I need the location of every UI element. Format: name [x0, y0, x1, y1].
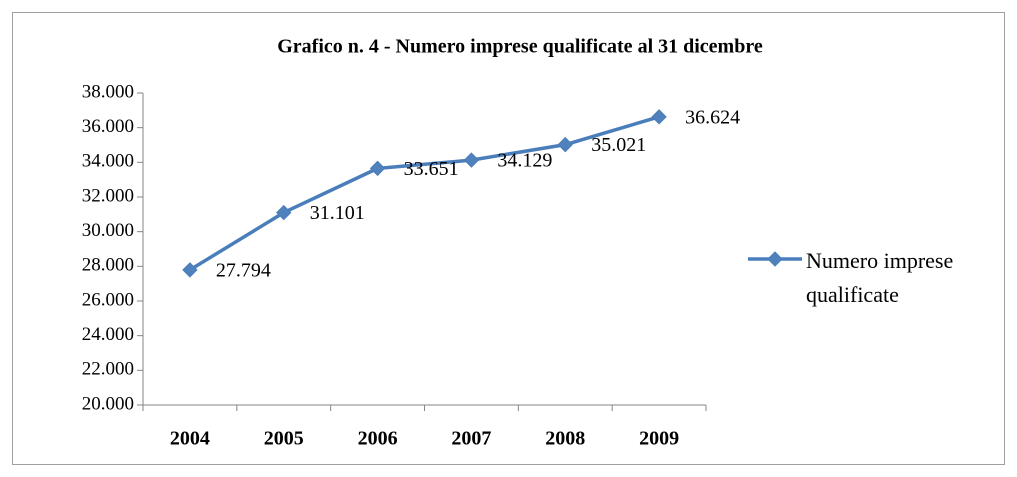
- y-tick-label: 20.000: [82, 393, 134, 414]
- data-label: 34.129: [497, 150, 552, 172]
- x-tick-label: 2008: [545, 428, 585, 450]
- y-tick-label: 24.000: [82, 324, 134, 345]
- y-tick-label: 22.000: [82, 359, 134, 380]
- chart-frame: [12, 12, 1005, 465]
- y-tick-label: 36.000: [82, 116, 134, 137]
- series-line: [189, 115, 660, 272]
- data-label: 31.101: [310, 202, 365, 224]
- data-label: 27.794: [216, 259, 271, 281]
- y-tick-label: 32.000: [82, 185, 134, 206]
- y-tick-label: 28.000: [82, 255, 134, 276]
- x-tick-label: 2009: [639, 428, 679, 450]
- data-point: [463, 152, 480, 168]
- data-label: 35.021: [591, 134, 646, 156]
- data-point: [182, 262, 198, 278]
- legend-marker: [767, 251, 783, 267]
- data-point: [276, 204, 292, 221]
- x-tick-label: 2007: [451, 428, 491, 450]
- x-tick-label: 2004: [170, 428, 210, 450]
- chart-title: Grafico n. 4 - Numero imprese qualificat…: [277, 36, 763, 58]
- data-point: [651, 109, 667, 125]
- y-tick-label: 26.000: [82, 289, 134, 310]
- y-tick-label: 30.000: [82, 220, 134, 241]
- y-tick-label: 34.000: [82, 151, 134, 172]
- data-label: 33.651: [404, 158, 459, 180]
- y-tick-label: 38.000: [82, 81, 134, 102]
- x-tick-label: 2005: [264, 428, 304, 450]
- data-point: [557, 136, 573, 153]
- data-point: [369, 160, 386, 177]
- data-label: 36.624: [685, 106, 740, 128]
- legend-label: Numero imprese qualificate: [806, 248, 954, 307]
- x-tick-label: 2006: [358, 428, 398, 450]
